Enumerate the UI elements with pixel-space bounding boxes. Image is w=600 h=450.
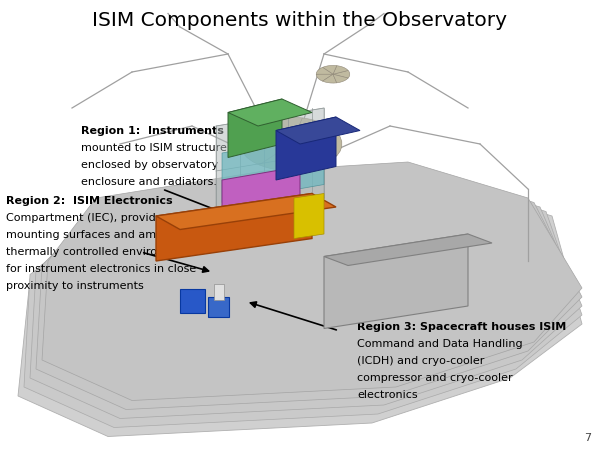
Text: mounted to ISIM structure and: mounted to ISIM structure and [81, 143, 251, 153]
Text: Region 2:  ISIM Electronics: Region 2: ISIM Electronics [6, 196, 173, 206]
Polygon shape [324, 234, 468, 328]
Polygon shape [222, 135, 324, 202]
Polygon shape [323, 74, 337, 83]
Polygon shape [324, 234, 492, 266]
Polygon shape [216, 108, 324, 216]
Polygon shape [156, 194, 312, 261]
Polygon shape [291, 118, 337, 144]
Text: thermally controlled environment: thermally controlled environment [6, 247, 193, 257]
Polygon shape [259, 144, 302, 171]
Bar [208, 297, 229, 317]
Polygon shape [240, 144, 291, 165]
Polygon shape [156, 194, 336, 230]
Text: (ICDH) and cryo-cooler: (ICDH) and cryo-cooler [357, 356, 484, 366]
Polygon shape [18, 180, 582, 436]
Polygon shape [36, 166, 582, 410]
Polygon shape [333, 66, 348, 74]
Text: Region 3: Spacecraft houses ISIM: Region 3: Spacecraft houses ISIM [357, 322, 566, 332]
Text: for instrument electronics in close: for instrument electronics in close [6, 264, 196, 274]
Polygon shape [333, 74, 348, 83]
Polygon shape [316, 74, 333, 81]
Text: enclosure and radiators.: enclosure and radiators. [81, 177, 217, 187]
Text: enclosed by observatory: enclosed by observatory [81, 160, 218, 170]
Polygon shape [316, 68, 333, 74]
Polygon shape [291, 144, 337, 170]
Polygon shape [294, 194, 324, 238]
Text: Region 1:  Instruments are: Region 1: Instruments are [81, 126, 248, 136]
Polygon shape [276, 117, 360, 144]
Polygon shape [30, 171, 582, 418]
Polygon shape [323, 65, 337, 74]
Text: 7: 7 [584, 433, 591, 443]
Polygon shape [240, 123, 291, 144]
Text: ISIM Components within the Observatory: ISIM Components within the Observatory [92, 11, 508, 30]
Bar [180, 289, 205, 313]
Polygon shape [259, 117, 302, 144]
Polygon shape [228, 99, 312, 126]
Text: compressor and cryo-cooler: compressor and cryo-cooler [357, 373, 512, 383]
Text: electronics: electronics [357, 390, 418, 400]
Polygon shape [291, 132, 342, 156]
Text: mounting surfaces and ambient: mounting surfaces and ambient [6, 230, 185, 240]
Polygon shape [222, 166, 300, 216]
Polygon shape [228, 99, 282, 158]
Polygon shape [333, 70, 350, 78]
Bar [214, 284, 224, 300]
Polygon shape [42, 162, 582, 400]
Polygon shape [276, 117, 336, 180]
Text: Compartment (IEC), provides: Compartment (IEC), provides [6, 213, 169, 223]
Text: Command and Data Handling: Command and Data Handling [357, 339, 523, 349]
Text: proximity to instruments: proximity to instruments [6, 281, 144, 291]
Polygon shape [24, 176, 582, 428]
